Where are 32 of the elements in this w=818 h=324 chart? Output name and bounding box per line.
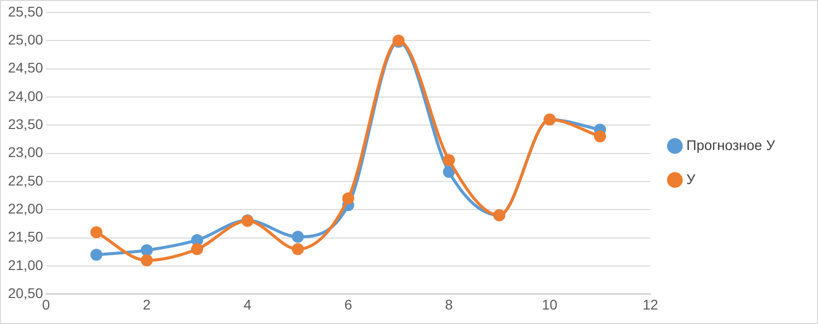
y-tick-label: 25,50 (8, 3, 44, 20)
y-tick-label: 24,50 (8, 60, 44, 76)
y-tick-label: 23,50 (8, 116, 44, 132)
point (442, 154, 455, 166)
point (442, 166, 455, 178)
point (191, 243, 204, 256)
y-tick-label: 25,00 (8, 31, 44, 48)
x-tick-label: 10 (542, 296, 558, 312)
y-tick-label: 21,00 (8, 256, 44, 273)
point (292, 243, 304, 256)
y-tick-label: 24,00 (8, 88, 44, 104)
x-tick-label: 8 (445, 296, 454, 312)
y-tick-label: 23,00 (8, 144, 44, 160)
point (342, 192, 354, 204)
x-tick-label: 4 (244, 296, 252, 312)
point (292, 230, 304, 243)
point (140, 244, 153, 256)
x-tick-label: 6 (344, 296, 352, 312)
point (90, 226, 102, 238)
x-tick-label: 2 (142, 296, 151, 312)
point (140, 254, 153, 266)
legend-label: У (686, 170, 696, 187)
y-tick-label: 21,50 (8, 228, 44, 245)
y-tick-label: 22,50 (8, 172, 44, 188)
legend-label: Прогнозное У (686, 136, 776, 153)
point (594, 130, 606, 142)
x-tick-label: 12 (642, 296, 658, 312)
point (191, 234, 204, 246)
x-tick-label: 0 (42, 296, 50, 312)
y-tick-label: 20,50 (8, 285, 44, 302)
y-tick-label: 22,00 (8, 200, 44, 217)
point (90, 248, 102, 261)
